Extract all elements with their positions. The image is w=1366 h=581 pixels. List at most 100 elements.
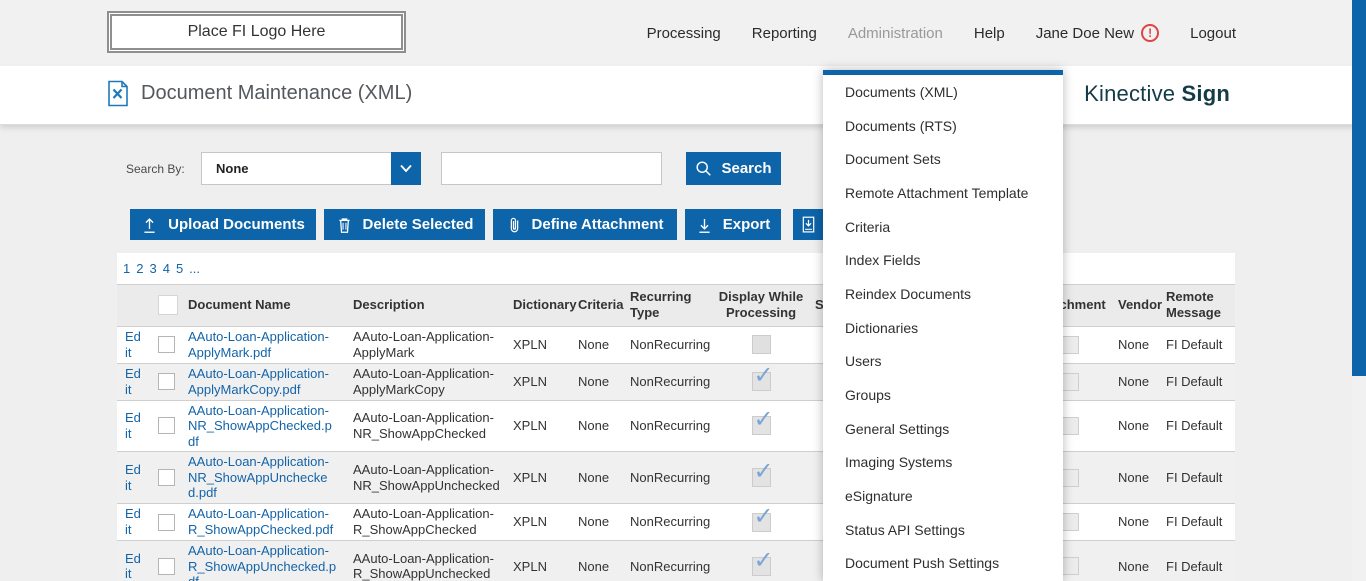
cell-dwp: ✓ <box>715 451 807 505</box>
nav-item-help[interactable]: Help <box>974 25 1005 42</box>
cell-criteria: None <box>570 540 622 581</box>
cell-name: AAuto-Loan-Application-NR_ShowAppUncheck… <box>180 451 345 505</box>
table-row: Edit AAuto-Loan-Application-R_ShowAppChec… <box>117 503 1235 542</box>
nav-item-administration[interactable]: Administration <box>848 25 943 42</box>
cell-remote: FI Default <box>1158 363 1235 401</box>
search-by-label: Search By: <box>126 161 185 176</box>
document-name-link[interactable]: AAuto-Loan-Application-R_ShowAppChecked.… <box>188 506 334 538</box>
toolbar-button-upload-documents[interactable]: Upload Documents <box>130 209 316 240</box>
nav-item-label: Reporting <box>751 24 817 42</box>
toolbar-button-download-file[interactable] <box>793 209 824 240</box>
row-checkbox[interactable] <box>158 336 175 354</box>
document-name-link[interactable]: AAuto-Loan-Application-R_ShowAppUnchecke… <box>188 543 337 581</box>
checked-icon: ✓ <box>751 504 774 532</box>
menu-item-general-settings[interactable]: General Settings <box>845 420 950 437</box>
nav-item-jane-doe-new[interactable]: Jane Doe New! <box>1035 24 1160 42</box>
toolbar-button-delete-selected[interactable]: Delete Selected <box>324 209 485 240</box>
pagination-page-[interactable]: ... <box>189 261 201 276</box>
cell-desc: AAuto-Loan-Application-ApplyMark <box>345 326 505 364</box>
cell-desc: AAuto-Loan-Application-ApplyMarkCopy <box>345 363 505 401</box>
row-checkbox[interactable] <box>158 513 175 531</box>
brand-name: Kinective <box>1084 81 1176 106</box>
row-checkbox[interactable] <box>158 469 175 487</box>
nav-item-label: Logout <box>1190 24 1236 42</box>
search-by-select[interactable]: None <box>201 152 421 185</box>
menu-item-document-sets[interactable]: Document Sets <box>845 151 941 168</box>
edit-link[interactable]: Edit <box>125 462 141 493</box>
menu-item-documents-xml[interactable]: Documents (XML) <box>845 83 958 100</box>
menu-item-status-api-settings[interactable]: Status API Settings <box>845 521 965 538</box>
edit-link[interactable]: Edit <box>125 410 141 441</box>
row-checkbox[interactable] <box>158 557 175 575</box>
cell-dictionary: XPLN <box>505 540 570 581</box>
cell-recurring: NonRecurring <box>622 503 715 542</box>
cell-select <box>150 363 180 401</box>
menu-item-dictionaries[interactable]: Dictionaries <box>845 319 919 336</box>
cell-dwp: ✓ <box>715 400 807 453</box>
menu-item-imaging-systems[interactable]: Imaging Systems <box>845 454 953 471</box>
cell-recurring: NonRecurring <box>622 400 715 453</box>
nav-item-reporting[interactable]: Reporting <box>752 25 817 42</box>
edit-link[interactable]: Edit <box>125 365 141 397</box>
menu-item-remote-attachment-template[interactable]: Remote Attachment Template <box>845 184 1029 201</box>
row-checkbox[interactable] <box>158 373 175 391</box>
menu-item-users[interactable]: Users <box>845 353 882 370</box>
checked-icon: ✓ <box>751 406 774 436</box>
search-input[interactable] <box>441 152 662 185</box>
document-xml-icon <box>107 80 129 107</box>
menu-item-documents-rts[interactable]: Documents (RTS) <box>845 117 957 134</box>
pagination-page-4[interactable]: 4 <box>162 261 170 276</box>
nav-item-label: Processing <box>646 24 721 42</box>
edit-link[interactable]: Edit <box>125 550 141 581</box>
column-header-dwp: Display While Processing <box>715 285 807 327</box>
administration-dropdown-menu: Documents (XML) Documents (RTS) Document S… <box>823 70 1063 581</box>
brand-product: Sign <box>1181 81 1230 106</box>
search-button[interactable]: Search <box>686 152 781 185</box>
menu-item-reindex-documents[interactable]: Reindex Documents <box>845 285 972 302</box>
edit-link[interactable]: Edit <box>125 506 141 538</box>
cell-name: AAuto-Loan-Application-R_ShowAppChecked.… <box>180 503 345 542</box>
toolbar-button-export[interactable]: Export <box>685 209 781 240</box>
attachment-checkbox <box>1061 335 1079 354</box>
select-all-checkbox[interactable] <box>158 295 178 316</box>
menu-item-esignature[interactable]: eSignature <box>845 488 913 505</box>
edit-link[interactable]: Edit <box>125 328 141 360</box>
page-scrollbar-thumb[interactable] <box>1352 0 1366 376</box>
cell-recurring: NonRecurring <box>622 326 715 364</box>
cell-edit: Edit <box>117 400 150 453</box>
pagination-page-2[interactable]: 2 <box>136 261 144 276</box>
menu-item-document-push-settings[interactable]: Document Push Settings <box>845 555 1000 572</box>
menu-item-criteria[interactable]: Criteria <box>845 218 891 235</box>
toolbar-button-define-attachment[interactable]: Define Attachment <box>493 209 677 240</box>
document-name-link[interactable]: AAuto-Loan-Application-NR_ShowAppUncheck… <box>188 454 329 501</box>
nav-item-label: Jane Doe New <box>1035 24 1135 42</box>
cell-edit: Edit <box>117 540 150 581</box>
menu-item-groups[interactable]: Groups <box>845 387 891 404</box>
pagination-page-5[interactable]: 5 <box>175 261 184 276</box>
column-header-vendor: Vendor <box>1110 285 1162 327</box>
row-checkbox[interactable] <box>158 417 175 435</box>
document-toolbar: Upload Documents Delete Selected Define At… <box>130 209 824 240</box>
trash-icon <box>336 216 353 234</box>
paperclip-icon <box>507 216 522 234</box>
chevron-down-icon[interactable] <box>391 152 421 185</box>
menu-item-index-fields[interactable]: Index Fields <box>845 252 921 269</box>
document-name-link[interactable]: AAuto-Loan-Application-ApplyMark.pdf <box>188 328 329 360</box>
document-name-link[interactable]: AAuto-Loan-Application-ApplyMarkCopy.pdf <box>188 365 329 397</box>
nav-item-processing[interactable]: Processing <box>647 25 721 42</box>
download-file-icon <box>799 215 818 235</box>
table-row: Edit AAuto-Loan-Application-NR_ShowAppUnc… <box>117 451 1235 505</box>
column-header-select <box>150 285 180 327</box>
pagination-page-1[interactable]: 1 <box>123 261 131 276</box>
column-header-criteria: Criteria <box>570 285 624 327</box>
nav-item-logout[interactable]: Logout <box>1190 25 1236 42</box>
cell-vendor: None <box>1110 363 1158 401</box>
cell-criteria: None <box>570 503 622 542</box>
pagination-page-3[interactable]: 3 <box>149 261 157 276</box>
document-name-link[interactable]: AAuto-Loan-Application-NR_ShowAppChecked… <box>188 402 332 449</box>
magnifier-icon <box>695 160 713 178</box>
page-scrollbar-track[interactable] <box>1352 0 1366 581</box>
attachment-checkbox <box>1061 468 1079 487</box>
column-header-recurring: Recurring Type <box>622 285 715 327</box>
documents-table: Document Name Description Dictionary Criter… <box>117 285 1235 581</box>
